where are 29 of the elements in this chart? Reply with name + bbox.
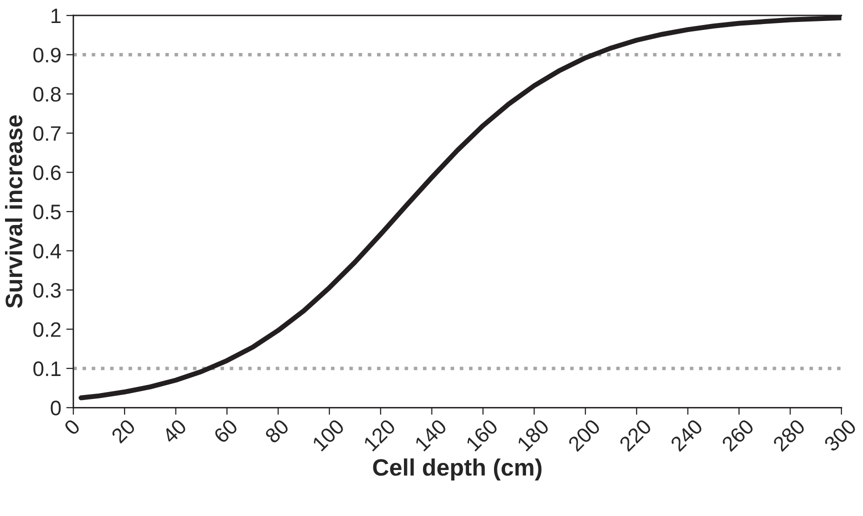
- x-tick-label: 0: [63, 418, 81, 436]
- y-tick-label: 0.9: [33, 48, 61, 62]
- x-tick-label: 80: [264, 418, 290, 444]
- x-tick-label: 280: [772, 418, 806, 452]
- y-tick-label: 0: [50, 400, 61, 416]
- x-axis-title: Cell depth (cm): [373, 458, 542, 480]
- y-tick-label: 1: [52, 8, 61, 24]
- x-tick-label: 20: [110, 418, 136, 444]
- x-tick-label: 60: [213, 418, 239, 444]
- y-tick-label: 0.5: [33, 204, 61, 220]
- x-tick-label: 240: [670, 418, 704, 452]
- x-tick-label: 120: [362, 418, 396, 452]
- y-tick-label: 0.1: [33, 361, 61, 376]
- x-tick-label: 220: [618, 418, 652, 452]
- x-tick-label: 260: [720, 418, 755, 452]
- y-axis-title: Survival increase: [5, 115, 22, 308]
- x-tick-label: 160: [465, 418, 499, 452]
- x-tick-label: 180: [516, 418, 550, 452]
- x-tick-label: 300: [823, 418, 858, 452]
- y-tick-label: 0.6: [33, 165, 61, 180]
- x-tick-label: 40: [161, 418, 188, 444]
- x-tick-label: 100: [312, 418, 346, 452]
- x-tick-label: 200: [567, 418, 602, 452]
- y-tick-label: 0.8: [33, 86, 61, 102]
- y-tick-label: 0.7: [33, 126, 61, 141]
- x-tick-label: 140: [414, 418, 448, 452]
- y-tick-label: 0.3: [33, 282, 61, 298]
- y-tick-label: 0.2: [33, 322, 61, 337]
- y-tick-label: 0.4: [33, 244, 61, 259]
